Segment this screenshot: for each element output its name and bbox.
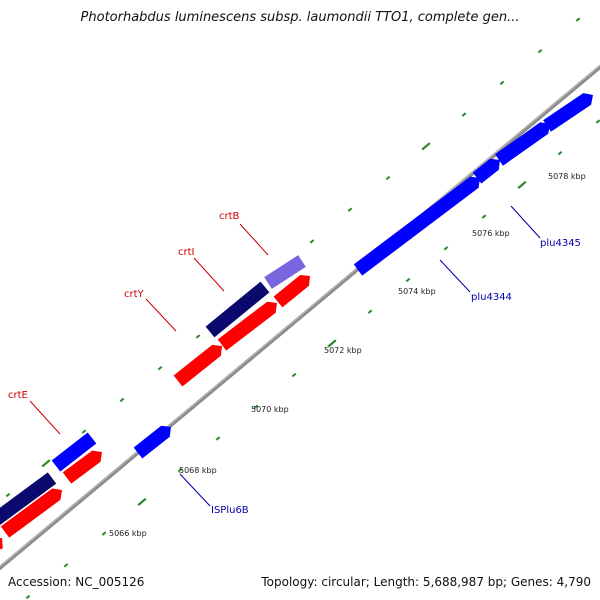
leader-crtY [145, 298, 177, 332]
scale-label-5074-kbp: 5074 kbp [398, 287, 436, 296]
accession-label: Accession: NC_005126 [8, 575, 145, 589]
labels: crtE crtY crtI crtB ISPlu6B plu4344 plu4345 506… [8, 172, 586, 538]
gene-plu4344 [353, 176, 480, 276]
gene-crtB-strip [264, 255, 306, 289]
genome-title: Photorhabdus luminescens subsp. laumondi… [80, 10, 520, 25]
leader-crtI [193, 257, 225, 292]
genome-backbone-highlight [0, 65, 600, 567]
gene-features [0, 93, 593, 550]
gene-label-ISPlu6B: ISPlu6B [211, 505, 249, 516]
leader-plu4344 [439, 259, 471, 293]
tick-mark-outer [119, 397, 125, 403]
gene-crtE [0, 488, 63, 538]
tick-mark-outer [309, 239, 315, 244]
tick-mark-inner [63, 563, 69, 568]
tick-mark-outer [499, 80, 505, 86]
tick-mark-outer [537, 49, 543, 54]
scale-label-5076-kbp: 5076 kbp [472, 229, 510, 238]
gene-label-crtY: crtY [124, 289, 145, 300]
leader-crtE [29, 400, 61, 435]
gene-label-crtI: crtI [178, 247, 194, 258]
scale-label-5072-kbp: 5072 kbp [324, 346, 362, 355]
gene-blue-short [472, 158, 500, 184]
tick-mark-inner [215, 436, 221, 441]
gene-crtE-strip [0, 472, 57, 526]
gene-label-crtE: crtE [8, 390, 28, 401]
gene-crtY [173, 344, 222, 387]
tick-mark-inner [327, 339, 337, 348]
tick-mark-inner [253, 404, 259, 409]
tick-mark-outer [81, 429, 87, 434]
leader-plu4345 [510, 205, 541, 239]
gene-label-plu4344: plu4344 [471, 292, 512, 303]
gene-label-plu4345: plu4345 [540, 238, 581, 249]
tick-mark-inner [405, 277, 411, 283]
gene-crtI-strip [205, 281, 270, 338]
tick-mark-inner [481, 214, 487, 219]
leader-crtB [239, 223, 269, 256]
tick-mark-outer [157, 366, 163, 371]
tick-mark-inner [367, 309, 373, 314]
tick-marks [5, 17, 600, 600]
scale-label-5070-kbp: 5070 kbp [251, 405, 289, 414]
gene-crtB [273, 275, 310, 308]
summary-label: Topology: circular; Length: 5,688,987 bp… [261, 575, 591, 589]
tick-mark-inner [443, 246, 449, 251]
tick-mark-outer [41, 459, 51, 468]
tick-mark-outer [421, 142, 431, 151]
gene-blue-mid [495, 122, 550, 166]
gene-ISPlu6B [133, 425, 171, 459]
scale-label-5078-kbp: 5078 kbp [548, 172, 586, 181]
tick-mark-inner [101, 531, 107, 536]
tick-mark-inner [557, 151, 563, 156]
tick-mark-inner [291, 372, 297, 378]
tick-mark-outer [5, 492, 11, 498]
tick-mark-inner [137, 497, 147, 506]
genome-backbone [0, 65, 600, 571]
tick-mark-inner [177, 468, 183, 473]
scale-label-5066-kbp: 5066 kbp [109, 529, 147, 538]
tick-mark-outer [461, 112, 467, 117]
tick-mark-outer [347, 207, 353, 212]
label-leaders [29, 205, 541, 507]
gene-red-edge [0, 538, 3, 550]
tick-mark-inner [595, 119, 600, 124]
tick-mark-outer [195, 334, 201, 339]
scale-label-5068-kbp: 5068 kbp [179, 466, 217, 475]
tick-mark-outer [385, 175, 391, 181]
leader-ISPlu6B [179, 473, 211, 507]
gene-crtI [217, 301, 277, 351]
gene-label-crtB: crtB [219, 211, 240, 222]
gene-red-small [62, 450, 102, 484]
tick-mark-outer [575, 17, 581, 22]
tick-mark-inner [517, 180, 527, 189]
gene-blue-left-strip [51, 432, 97, 472]
gene-plu4345 [543, 93, 593, 132]
tick-mark-inner [25, 594, 31, 600]
